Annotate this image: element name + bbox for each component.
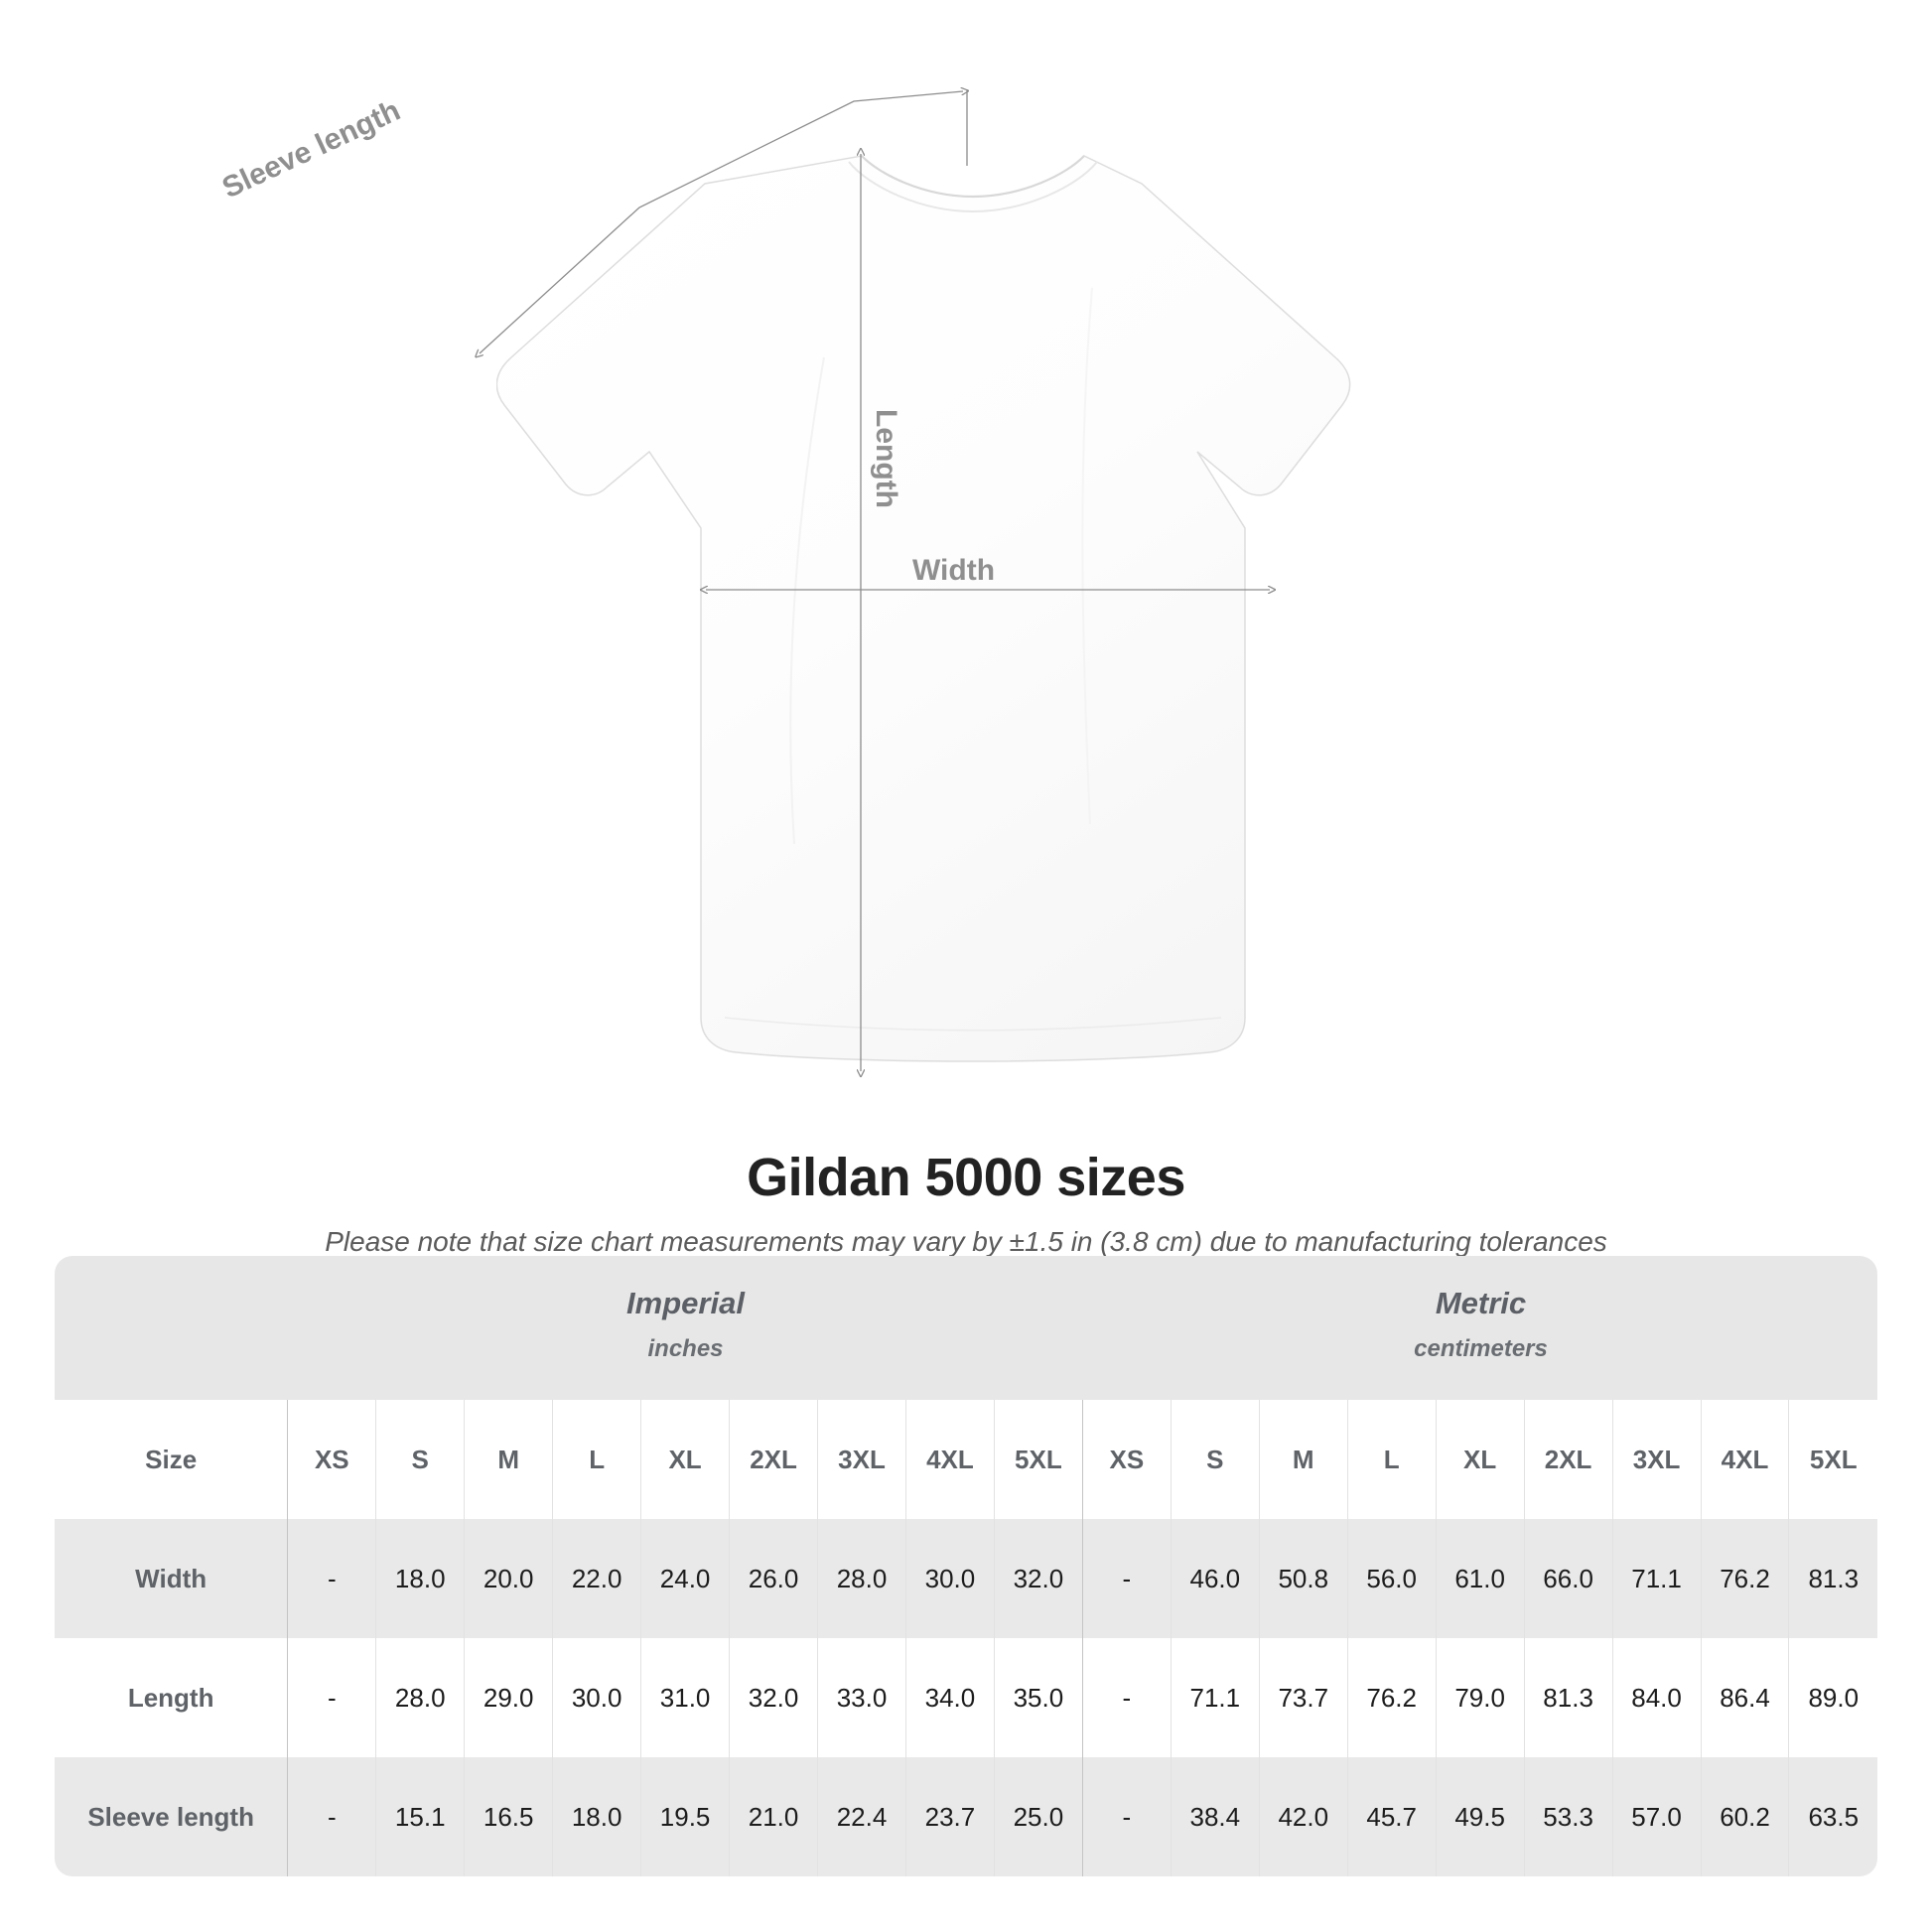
svg-text:Sleeve length: Sleeve length: [217, 94, 405, 206]
svg-text:Width: Width: [912, 554, 995, 587]
svg-text:Length: Length: [870, 409, 902, 508]
